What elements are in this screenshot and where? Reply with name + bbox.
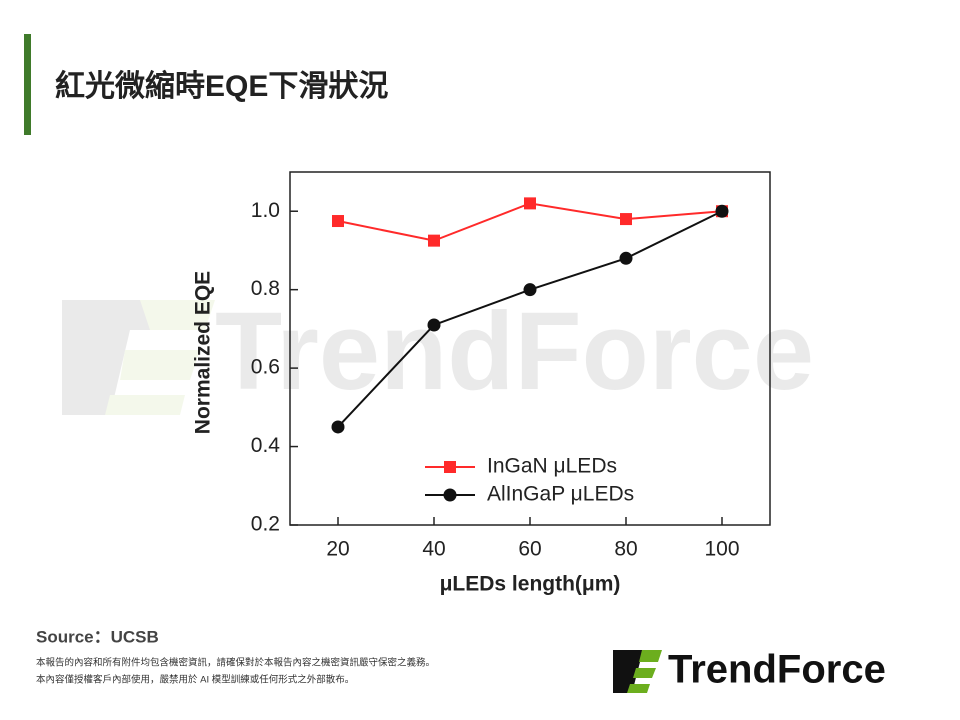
x-tick-label: 100 (704, 538, 739, 561)
logo: TrendForce (613, 648, 886, 693)
legend-label: AlInGaP μLEDs (487, 483, 634, 506)
x-tick-label: 60 (518, 538, 541, 561)
marker (331, 420, 345, 434)
marker (428, 234, 440, 247)
legend-marker (443, 488, 457, 502)
slide-title: 紅光微縮時EQE下滑狀況 (55, 70, 388, 103)
legend-marker (444, 461, 456, 473)
chart: 0.2 0.4 0.6 0.8 1.0 20 40 60 80 100 μLEDs length(μ… (192, 171, 771, 596)
x-tick-label: 20 (326, 538, 349, 561)
marker (524, 197, 536, 210)
marker (715, 204, 729, 218)
logo-icon (627, 650, 662, 693)
watermark: TrendForce (62, 290, 814, 415)
logo-text: TrendForce (668, 648, 886, 692)
y-axis-label: Normalized EQE (192, 271, 215, 434)
x-axis-label: μLEDs length(μm) (440, 573, 621, 596)
watermark-text: TrendForce (215, 290, 814, 413)
x-tick-label: 40 (422, 538, 445, 561)
y-tick-label: 0.8 (251, 277, 280, 300)
y-tick-label: 1.0 (251, 199, 280, 222)
legend-label: InGaN μLEDs (487, 455, 617, 478)
watermark-icon (62, 300, 180, 415)
marker (619, 251, 633, 265)
y-tick-label: 0.2 (251, 513, 280, 536)
source: Source：UCSB (36, 627, 159, 646)
y-tick-label: 0.4 (251, 434, 281, 457)
x-tick-label: 80 (614, 538, 637, 561)
title-bar (24, 34, 31, 135)
marker (523, 283, 537, 297)
watermark-icon (105, 300, 215, 415)
disclaimer-line: 本內容僅授權客戶內部使用，嚴禁用於 AI 模型訓練或任何形式之外部散布。 (36, 674, 354, 686)
marker (427, 318, 441, 332)
disclaimer-line: 本報告的內容和所有附件均包含機密資訊，請確保對於本報告內容之機密資訊嚴守保密之義… (36, 657, 435, 669)
marker (620, 213, 632, 226)
marker (332, 215, 344, 228)
y-tick-label: 0.6 (251, 356, 280, 379)
